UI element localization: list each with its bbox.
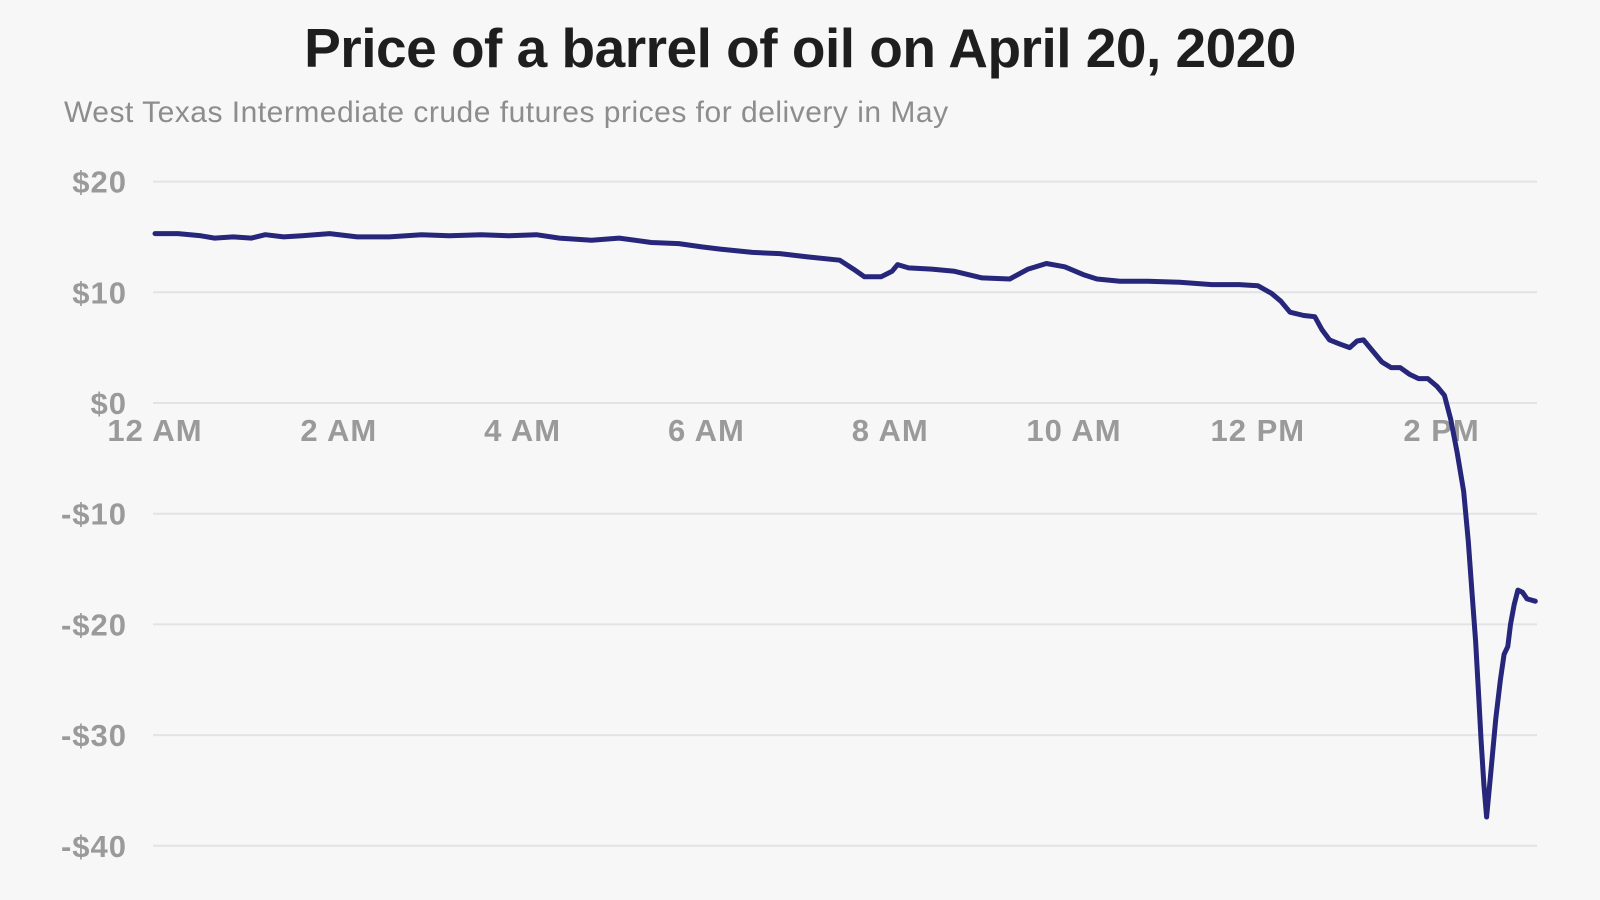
y-axis-tick-label: $10 <box>72 275 127 310</box>
x-axis-tick-label: 8 AM <box>852 413 929 448</box>
chart-subtitle: West Texas Intermediate crude futures pr… <box>64 96 949 129</box>
chart-title: Price of a barrel of oil on April 20, 20… <box>304 17 1296 79</box>
price-line <box>152 231 1538 820</box>
y-axis-tick-label: -$40 <box>61 829 127 864</box>
x-axis-tick-label: 4 AM <box>484 413 561 448</box>
x-axis-tick-label: 10 AM <box>1026 413 1121 448</box>
x-axis-tick-label: 6 AM <box>668 413 745 448</box>
y-axis-tick-label: -$30 <box>61 718 127 753</box>
x-axis-tick-label: 12 PM <box>1210 413 1305 448</box>
y-axis-tick-label: $0 <box>91 386 127 421</box>
y-axis-tick-label: $20 <box>72 165 127 200</box>
y-axis-tick-label: -$20 <box>61 607 127 642</box>
y-axis-tick-label: -$10 <box>61 497 127 532</box>
x-axis-tick-label: 2 PM <box>1403 413 1479 448</box>
x-axis-tick-label: 12 AM <box>107 413 202 448</box>
x-axis-tick-label: 2 AM <box>300 413 377 448</box>
